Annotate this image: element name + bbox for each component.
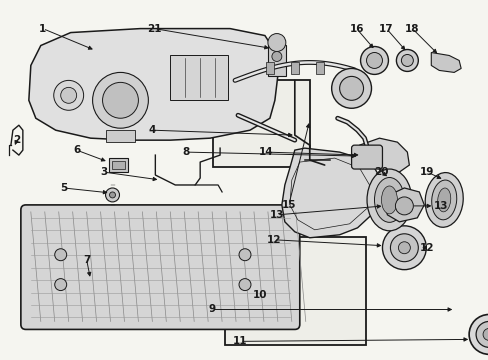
Bar xyxy=(170,55,227,100)
Polygon shape xyxy=(430,53,460,72)
Text: 15: 15 xyxy=(281,200,295,210)
Text: 18: 18 xyxy=(404,24,419,33)
Text: 1: 1 xyxy=(39,24,46,33)
Circle shape xyxy=(398,242,409,254)
Text: 3: 3 xyxy=(100,167,107,177)
Ellipse shape xyxy=(374,177,404,222)
Bar xyxy=(265,62,273,75)
Circle shape xyxy=(468,315,488,354)
Circle shape xyxy=(366,53,382,68)
Circle shape xyxy=(482,328,488,340)
Circle shape xyxy=(271,51,281,62)
Circle shape xyxy=(267,33,285,51)
Circle shape xyxy=(92,72,148,128)
Circle shape xyxy=(389,234,417,262)
Text: 4: 4 xyxy=(148,125,156,135)
Bar xyxy=(290,62,298,75)
Bar xyxy=(315,62,323,75)
Text: 20: 20 xyxy=(373,167,388,177)
Circle shape xyxy=(401,54,412,67)
Ellipse shape xyxy=(381,186,397,214)
Circle shape xyxy=(54,80,83,110)
Text: 8: 8 xyxy=(182,147,189,157)
Text: 9: 9 xyxy=(208,305,215,315)
Circle shape xyxy=(382,226,426,270)
Circle shape xyxy=(109,192,115,198)
Polygon shape xyxy=(281,148,381,238)
Bar xyxy=(224,237,366,345)
Text: 5: 5 xyxy=(60,183,67,193)
Text: 12: 12 xyxy=(266,235,281,245)
Text: 7: 7 xyxy=(83,255,90,265)
Circle shape xyxy=(395,197,412,215)
Text: 21: 21 xyxy=(147,24,161,33)
Polygon shape xyxy=(384,188,424,222)
Text: 10: 10 xyxy=(252,289,266,300)
Text: 19: 19 xyxy=(419,167,434,177)
Text: 2: 2 xyxy=(13,135,20,145)
Circle shape xyxy=(239,249,250,261)
Text: 14: 14 xyxy=(258,147,273,157)
Circle shape xyxy=(331,68,371,108)
Text: 12: 12 xyxy=(419,243,433,253)
Circle shape xyxy=(55,279,66,291)
Circle shape xyxy=(360,46,387,75)
Text: 6: 6 xyxy=(73,145,80,155)
Ellipse shape xyxy=(366,169,411,231)
Bar xyxy=(212,80,309,167)
FancyBboxPatch shape xyxy=(21,205,299,329)
Text: 11: 11 xyxy=(232,336,247,346)
FancyBboxPatch shape xyxy=(351,145,382,169)
Circle shape xyxy=(55,249,66,261)
Ellipse shape xyxy=(437,188,450,212)
Circle shape xyxy=(239,279,250,291)
Circle shape xyxy=(61,87,77,103)
Bar xyxy=(108,158,128,172)
Text: 13: 13 xyxy=(269,210,284,220)
Circle shape xyxy=(396,50,417,71)
Bar xyxy=(111,161,125,169)
Polygon shape xyxy=(359,138,408,172)
Text: 16: 16 xyxy=(348,24,363,33)
Ellipse shape xyxy=(425,172,462,227)
Text: 13: 13 xyxy=(433,201,448,211)
Circle shape xyxy=(105,188,119,202)
Polygon shape xyxy=(29,28,277,140)
Circle shape xyxy=(475,321,488,347)
Circle shape xyxy=(339,76,363,100)
Bar xyxy=(267,45,285,76)
Bar xyxy=(105,130,135,142)
Text: 17: 17 xyxy=(378,24,393,33)
Circle shape xyxy=(102,82,138,118)
Ellipse shape xyxy=(431,180,456,220)
